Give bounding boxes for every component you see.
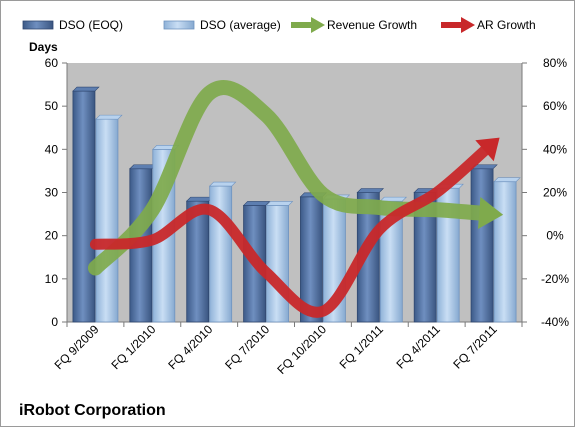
bar-top-dso-average [265, 201, 294, 206]
y-left-tick-label: 20 [45, 229, 59, 243]
line-revenue-growth [87, 80, 487, 276]
legend-label-dso-(average): DSO (average) [200, 18, 281, 32]
bar-top-dso-eoq [356, 188, 385, 193]
bar-top-dso-eoq [185, 196, 214, 202]
legend-swatch-dso-(eoq) [22, 20, 54, 30]
bar-top-dso-eoq [129, 164, 157, 170]
bar-dso-eoq [470, 168, 494, 323]
y-left-tick-label: 30 [45, 186, 59, 200]
x-tick-label: FQ 9/2009 [52, 322, 102, 372]
legend-label-revenue-growth: Revenue Growth [327, 18, 417, 32]
y-left-tick-label: 60 [45, 56, 59, 70]
x-tick-label: FQ 10/2010 [274, 322, 329, 377]
arrowhead-ar-growth [475, 137, 500, 162]
bar-top-dso-eoq [72, 86, 100, 92]
bar-dso-eoq [72, 90, 96, 323]
y-right-tick-label: 0% [546, 229, 564, 243]
x-tick-label: FQ 7/2010 [222, 322, 272, 372]
bar-dso-average [493, 181, 517, 323]
y-right-tick-label: -20% [541, 272, 569, 286]
y-right-tick-label: -40% [541, 315, 569, 329]
y-left-tick-label: 10 [45, 272, 59, 286]
y-axis-left: 0 10 20 30 40 50 60 [45, 56, 68, 329]
chart-title: iRobot Corporation [19, 402, 166, 419]
bar-top-dso-average [95, 114, 123, 120]
y-right-tick-label: 60% [543, 99, 567, 113]
y-axis-left-title: Days [29, 40, 58, 54]
legend-swatch-dso-(average) [163, 20, 195, 30]
legend-label-dso-(eoq): DSO (EOQ) [59, 18, 123, 32]
x-axis: FQ 9/2009 FQ 1/2010 FQ 4/2010 FQ 7/2010 FQ 1… [52, 321, 523, 377]
legend-label-ar-growth: AR Growth [477, 18, 536, 32]
x-tick-label: FQ 4/2011 [393, 322, 443, 372]
y-right-tick-label: 40% [543, 142, 567, 156]
y-axis-right: -40% -20% 0% 20% 40% 60% 80% [521, 56, 569, 329]
bar-top-dso-eoq [242, 201, 271, 206]
y-left-tick-label: 40 [45, 142, 59, 156]
x-tick-label: FQ 1/2010 [108, 322, 158, 372]
y-right-tick-label: 20% [543, 186, 567, 200]
y-left-tick-label: 50 [45, 99, 59, 113]
line-ar-growth [89, 145, 491, 318]
bar-top-dso-average [493, 177, 521, 183]
bar-top-dso-average [208, 181, 237, 187]
legend-arrow-revenue-growth [311, 17, 325, 33]
arrowhead-revenue-growth [477, 197, 504, 229]
y-left-tick-label: 0 [51, 315, 58, 329]
bar-top-dso-average [379, 196, 408, 202]
lines-group [87, 80, 504, 318]
x-tick-label: FQ 1/2011 [337, 322, 387, 372]
legend: DSO (EOQ) DSO (average) Revenue Growth AR G… [22, 17, 536, 33]
y-right-tick-label: 80% [543, 56, 567, 70]
bar-dso-average [95, 118, 119, 323]
legend-arrow-ar-growth [461, 17, 475, 33]
bar-dso-average [266, 205, 289, 323]
x-tick-label: FQ 4/2010 [165, 322, 215, 372]
x-tick-label: FQ 7/2011 [450, 322, 500, 372]
